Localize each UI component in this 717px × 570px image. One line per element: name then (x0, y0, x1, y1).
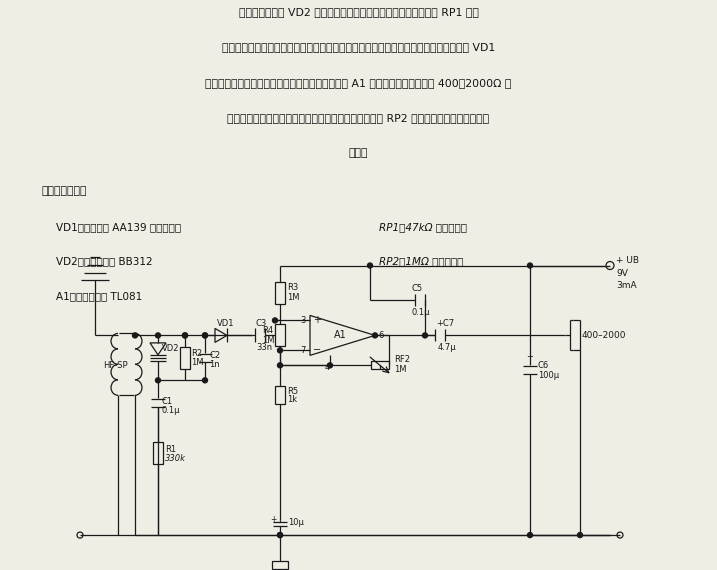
Text: +: + (313, 315, 321, 325)
Text: 100μ: 100μ (538, 371, 559, 380)
Text: +: + (526, 352, 533, 361)
Text: R4: R4 (262, 326, 273, 335)
Circle shape (202, 333, 207, 338)
Text: 0.1μ: 0.1μ (162, 406, 181, 415)
Bar (275, 282, 285, 304)
Text: RF2: RF2 (394, 355, 410, 364)
Text: VD2：变容二极管 BB312: VD2：变容二极管 BB312 (56, 256, 152, 267)
Text: 1n: 1n (209, 360, 219, 369)
Text: RP2：1MΩ 线绕电位器: RP2：1MΩ 线绕电位器 (379, 256, 463, 267)
Text: C5: C5 (412, 284, 423, 293)
Circle shape (133, 333, 138, 338)
Text: 10μ: 10μ (288, 518, 304, 527)
Circle shape (156, 378, 161, 383)
Circle shape (277, 348, 282, 353)
Circle shape (577, 532, 582, 538)
Text: 33n: 33n (256, 343, 272, 352)
Circle shape (202, 378, 207, 383)
Text: A1：运算放大器 TL081: A1：运算放大器 TL081 (56, 291, 142, 301)
Text: R2: R2 (191, 349, 202, 359)
Text: 载（耳机、小型扬声器或功放输入端等）。调节电位器 RP2 改变放大系数从而可以改变: 载（耳机、小型扬声器或功放输入端等）。调节电位器 RP2 改变放大系数从而可以改… (227, 113, 490, 123)
Text: HF-SP: HF-SP (103, 361, 128, 370)
Text: 9V: 9V (616, 269, 628, 278)
Text: 加于变容二极管上电压即可改变其电容量，从而达到调谐的目的。调谐信号经过二极管 VD1: 加于变容二极管上电压即可改变其电容量，从而达到调谐的目的。调谐信号经过二极管 V… (222, 42, 495, 52)
Text: R3: R3 (287, 283, 298, 292)
Text: 7: 7 (300, 346, 305, 355)
Text: 4.7μ: 4.7μ (438, 343, 457, 352)
Text: RP1：47kΩ 线绕电位器: RP1：47kΩ 线绕电位器 (379, 222, 467, 233)
Text: R5: R5 (287, 387, 298, 396)
Bar (275, 324, 285, 347)
Text: 1M: 1M (262, 336, 275, 345)
Circle shape (277, 363, 282, 368)
Text: 6: 6 (378, 331, 384, 340)
Text: 1M: 1M (394, 365, 407, 374)
Text: 1k: 1k (287, 395, 297, 404)
Text: 400–2000: 400–2000 (582, 331, 627, 340)
Circle shape (277, 532, 282, 538)
Text: C2: C2 (209, 351, 220, 360)
Circle shape (373, 333, 377, 338)
Bar (371, 361, 389, 369)
Bar (180, 347, 190, 369)
Text: C1: C1 (162, 397, 173, 406)
Text: +C7: +C7 (436, 319, 454, 328)
Text: VD1: VD1 (217, 319, 234, 328)
Text: C3: C3 (256, 319, 267, 328)
Text: R1: R1 (165, 445, 176, 454)
Circle shape (272, 318, 277, 323)
Text: 检波后加于其有场效应晶体管输入端的运算放大器 A1 上，经过放大后输出接 400～2000Ω 负: 检波后加于其有场效应晶体管输入端的运算放大器 A1 上，经过放大后输出接 400… (205, 78, 512, 88)
Text: 1M: 1M (287, 294, 300, 303)
Circle shape (202, 333, 207, 338)
Circle shape (528, 263, 533, 268)
Bar (272, 561, 288, 569)
Text: 采用变容二极管 VD2 作调谐元件以取代可变电容器。通过电位器 RP1 改变: 采用变容二极管 VD2 作调谐元件以取代可变电容器。通过电位器 RP1 改变 (239, 7, 478, 17)
Circle shape (183, 333, 188, 338)
Circle shape (368, 263, 373, 268)
Bar (153, 442, 163, 464)
Text: VD2: VD2 (162, 344, 179, 353)
Circle shape (328, 363, 333, 368)
Text: 部分元件规格：: 部分元件规格： (42, 186, 87, 196)
Circle shape (183, 333, 188, 338)
Text: +: + (270, 515, 276, 524)
Text: 4: 4 (325, 363, 331, 372)
Text: 1M: 1M (191, 359, 204, 367)
Text: C6: C6 (538, 361, 549, 370)
Text: 3: 3 (300, 316, 305, 325)
Text: + UB: + UB (616, 256, 639, 265)
Text: A1: A1 (333, 331, 346, 340)
Text: 330k: 330k (165, 454, 186, 463)
Circle shape (422, 333, 427, 338)
Circle shape (277, 532, 282, 538)
Circle shape (156, 333, 161, 338)
Circle shape (528, 532, 533, 538)
Text: −: − (313, 345, 321, 355)
Bar (275, 386, 285, 404)
Text: VD1：锐二极管 AA139 或类似器件: VD1：锐二极管 AA139 或类似器件 (56, 222, 181, 233)
Text: 3mA: 3mA (616, 281, 637, 290)
Text: 音量。: 音量。 (348, 148, 369, 158)
Text: 0.1μ: 0.1μ (412, 308, 430, 317)
